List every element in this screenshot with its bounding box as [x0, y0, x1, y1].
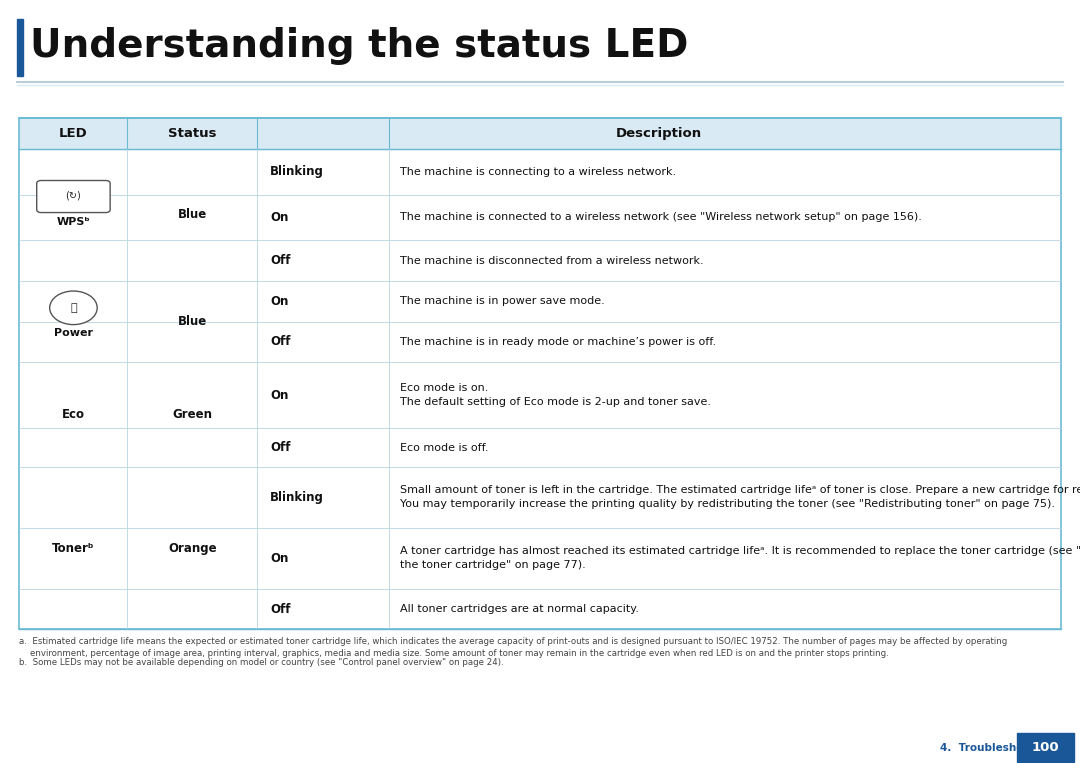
Text: Blinking: Blinking: [270, 491, 324, 504]
Text: LED: LED: [59, 127, 87, 140]
Text: WPSᵇ: WPSᵇ: [56, 217, 91, 227]
Text: Small amount of toner is left in the cartridge. The estimated cartridge lifeᵃ of: Small amount of toner is left in the car…: [400, 485, 1080, 495]
Text: Eco: Eco: [62, 408, 85, 421]
Text: Off: Off: [270, 336, 291, 349]
Text: Tonerᵇ: Tonerᵇ: [52, 542, 95, 555]
Text: On: On: [270, 552, 288, 565]
Bar: [17, 19, 24, 76]
Text: (↻): (↻): [66, 191, 81, 201]
Bar: [1017, 733, 1074, 762]
Text: Green: Green: [172, 408, 213, 421]
Text: The machine is in power save mode.: The machine is in power save mode.: [400, 296, 605, 306]
Text: Power: Power: [54, 328, 93, 338]
Text: All toner cartridges are at normal capacity.: All toner cartridges are at normal capac…: [400, 604, 638, 614]
Text: Off: Off: [270, 603, 291, 616]
Text: The machine is connecting to a wireless network.: The machine is connecting to a wireless …: [400, 166, 676, 177]
Text: Understanding the status LED: Understanding the status LED: [30, 27, 689, 65]
FancyBboxPatch shape: [37, 181, 110, 213]
Text: 4.  Troubleshooting: 4. Troubleshooting: [940, 742, 1054, 753]
Text: The machine is in ready mode or machine’s power is off.: The machine is in ready mode or machine’…: [400, 337, 716, 347]
Text: Description: Description: [616, 127, 702, 140]
Text: Blinking: Blinking: [270, 165, 324, 178]
Text: b.  Some LEDs may not be available depending on model or country (see "Control p: b. Some LEDs may not be available depend…: [19, 658, 504, 668]
Text: The machine is connected to a wireless network (see "Wireless network setup" on : The machine is connected to a wireless n…: [400, 212, 921, 222]
Text: Blue: Blue: [177, 208, 207, 221]
Text: ⏻: ⏻: [70, 303, 77, 313]
Text: A toner cartridge has almost reached its estimated cartridge lifeᵃ. It is recomm: A toner cartridge has almost reached its…: [400, 546, 1080, 556]
Text: On: On: [270, 295, 288, 307]
Bar: [19, 118, 1061, 149]
Text: Status: Status: [168, 127, 216, 140]
Text: Off: Off: [270, 254, 291, 267]
Text: On: On: [270, 388, 288, 402]
Text: The default setting of Eco mode is 2-up and toner save.: The default setting of Eco mode is 2-up …: [400, 397, 711, 407]
Circle shape: [50, 291, 97, 324]
Text: Blue: Blue: [177, 315, 207, 328]
Text: 100: 100: [1031, 741, 1059, 755]
Text: a.  Estimated cartridge life means the expected or estimated toner cartridge lif: a. Estimated cartridge life means the ex…: [19, 637, 1008, 658]
Text: Eco mode is off.: Eco mode is off.: [400, 443, 488, 452]
Text: the toner cartridge" on page 77).: the toner cartridge" on page 77).: [400, 560, 585, 570]
Bar: [19, 118, 1061, 629]
Text: The machine is disconnected from a wireless network.: The machine is disconnected from a wirel…: [400, 256, 703, 266]
Text: Orange: Orange: [167, 542, 217, 555]
Text: Off: Off: [270, 441, 291, 454]
Text: On: On: [270, 211, 288, 224]
Text: Eco mode is on.: Eco mode is on.: [400, 383, 488, 394]
Text: You may temporarily increase the printing quality by redistributing the toner (s: You may temporarily increase the printin…: [400, 499, 1054, 509]
